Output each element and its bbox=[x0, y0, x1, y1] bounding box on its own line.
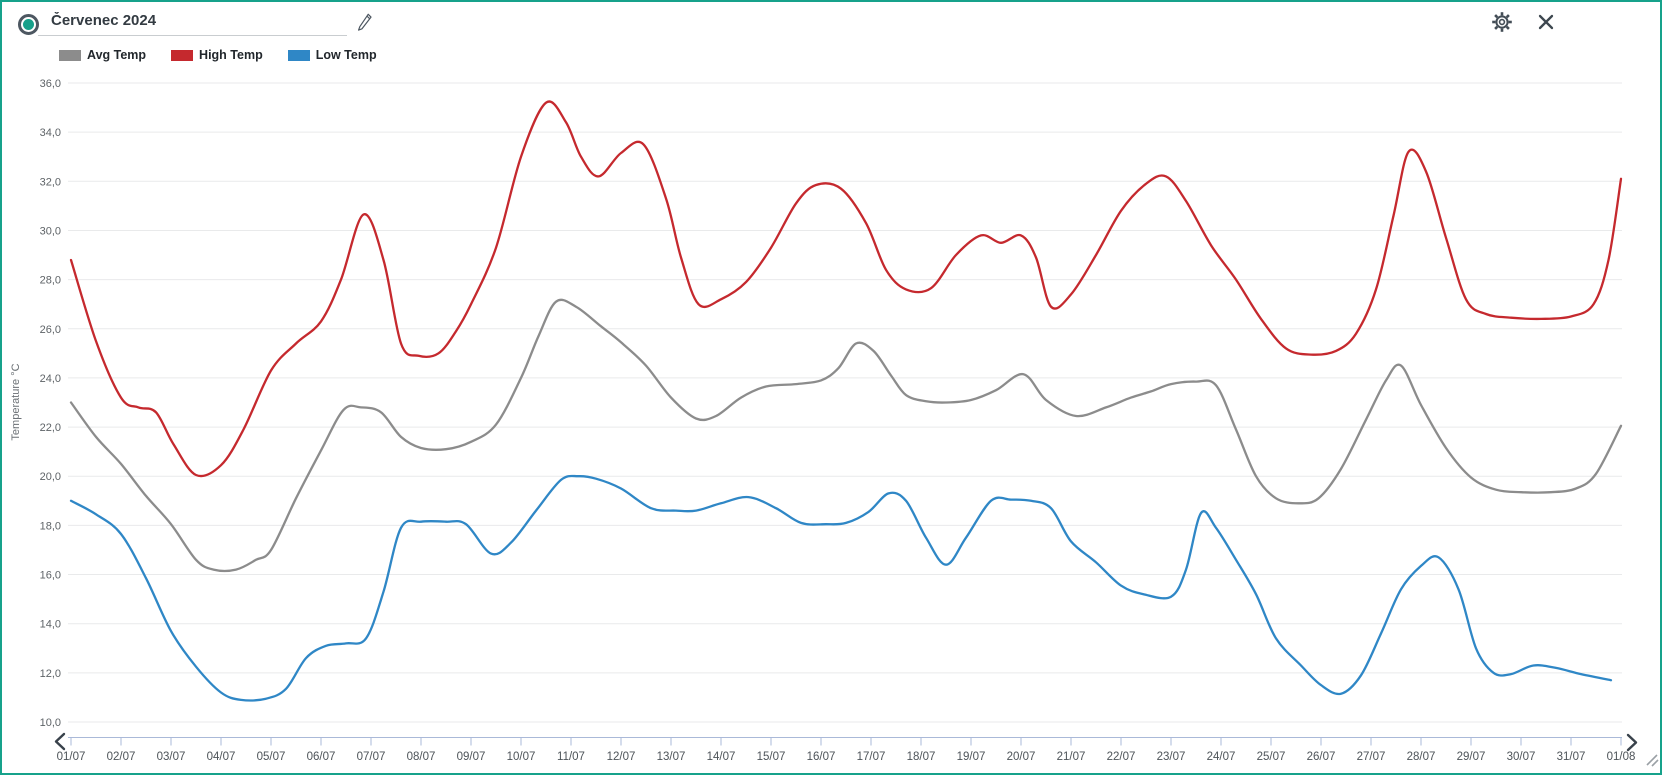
radio-dot-icon bbox=[23, 19, 34, 30]
legend-label: Avg Temp bbox=[87, 48, 147, 62]
x-tick-label: 30/07 bbox=[1507, 751, 1536, 763]
edit-title-button[interactable] bbox=[356, 13, 373, 32]
y-tick-label: 34,0 bbox=[40, 127, 61, 139]
y-tick-label: 32,0 bbox=[40, 176, 61, 188]
scroll-left-chevron-icon[interactable] bbox=[54, 732, 66, 751]
x-tick-label: 27/07 bbox=[1357, 751, 1386, 763]
y-tick-label: 18,0 bbox=[40, 520, 61, 532]
chart-title-input[interactable] bbox=[38, 9, 347, 36]
x-tick-label: 01/08 bbox=[1607, 751, 1636, 763]
x-tick-label: 13/07 bbox=[657, 751, 686, 763]
close-icon bbox=[1538, 14, 1554, 30]
x-tick-label: 23/07 bbox=[1157, 751, 1186, 763]
x-tick-label: 28/07 bbox=[1407, 751, 1436, 763]
legend-item-high-temp[interactable]: High Temp bbox=[171, 48, 263, 62]
y-tick-label: 12,0 bbox=[40, 668, 61, 680]
x-tick-label: 31/07 bbox=[1557, 751, 1586, 763]
x-tick-label: 29/07 bbox=[1457, 751, 1486, 763]
settings-button[interactable] bbox=[1491, 11, 1513, 33]
x-tick-label: 19/07 bbox=[957, 751, 986, 763]
x-tick-label: 07/07 bbox=[357, 751, 386, 763]
series-line-high-temp bbox=[69, 100, 1623, 478]
legend-label: High Temp bbox=[199, 48, 263, 62]
y-tick-label: 22,0 bbox=[40, 422, 61, 434]
x-tick-label: 04/07 bbox=[207, 751, 236, 763]
pencil-icon bbox=[358, 13, 372, 31]
y-tick-label: 14,0 bbox=[40, 619, 61, 631]
avg-temp-swatch-icon bbox=[59, 49, 81, 61]
x-tick-label: 12/07 bbox=[607, 751, 636, 763]
legend-item-low-temp[interactable]: Low Temp bbox=[287, 48, 377, 62]
y-tick-label: 26,0 bbox=[40, 324, 61, 336]
y-tick-label: 10,0 bbox=[40, 717, 61, 729]
legend-label: Low Temp bbox=[315, 48, 377, 62]
x-tick-label: 17/07 bbox=[857, 751, 886, 763]
x-tick-label: 26/07 bbox=[1307, 751, 1336, 763]
y-tick-label: 36,0 bbox=[40, 78, 61, 90]
x-tick-label: 22/07 bbox=[1107, 751, 1136, 763]
x-tick-label: 06/07 bbox=[307, 751, 336, 763]
y-tick-label: 16,0 bbox=[40, 570, 61, 582]
series-line-low-temp bbox=[69, 474, 1613, 702]
x-tick-label: 11/07 bbox=[557, 751, 585, 763]
resize-handle-icon[interactable] bbox=[1646, 754, 1659, 767]
x-tick-label: 01/07 bbox=[57, 751, 86, 763]
series-line-avg-temp bbox=[69, 298, 1623, 573]
x-tick-label: 20/07 bbox=[1007, 751, 1036, 763]
x-tick-label: 02/07 bbox=[107, 751, 136, 763]
x-tick-label: 05/07 bbox=[257, 751, 286, 763]
x-tick-label: 21/07 bbox=[1057, 751, 1086, 763]
x-tick-label: 09/07 bbox=[457, 751, 486, 763]
close-button[interactable] bbox=[1538, 14, 1554, 30]
x-tick-label: 03/07 bbox=[157, 751, 186, 763]
x-tick-label: 25/07 bbox=[1257, 751, 1286, 763]
y-axis-title: Temperature °C bbox=[10, 363, 22, 440]
y-tick-label: 20,0 bbox=[40, 471, 61, 483]
x-tick-label: 15/07 bbox=[757, 751, 786, 763]
low-temp-swatch-icon bbox=[287, 49, 310, 61]
legend-item-avg-temp[interactable]: Avg Temp bbox=[59, 48, 146, 62]
scroll-right-chevron-icon[interactable] bbox=[1626, 733, 1638, 752]
x-tick-label: 18/07 bbox=[907, 751, 936, 763]
y-tick-label: 28,0 bbox=[40, 275, 61, 287]
y-tick-label: 30,0 bbox=[40, 225, 61, 237]
high-temp-swatch-icon bbox=[171, 49, 194, 61]
x-tick-label: 10/07 bbox=[507, 751, 536, 763]
legend: Avg Temp High Temp Low Temp bbox=[59, 48, 377, 62]
widget-radio-indicator[interactable] bbox=[18, 14, 39, 35]
x-tick-label: 08/07 bbox=[407, 751, 436, 763]
y-tick-label: 24,0 bbox=[40, 373, 61, 385]
x-tick-label: 16/07 bbox=[807, 751, 836, 763]
x-tick-label: 24/07 bbox=[1207, 751, 1236, 763]
x-tick-label: 14/07 bbox=[707, 751, 736, 763]
gear-icon bbox=[1492, 12, 1512, 32]
